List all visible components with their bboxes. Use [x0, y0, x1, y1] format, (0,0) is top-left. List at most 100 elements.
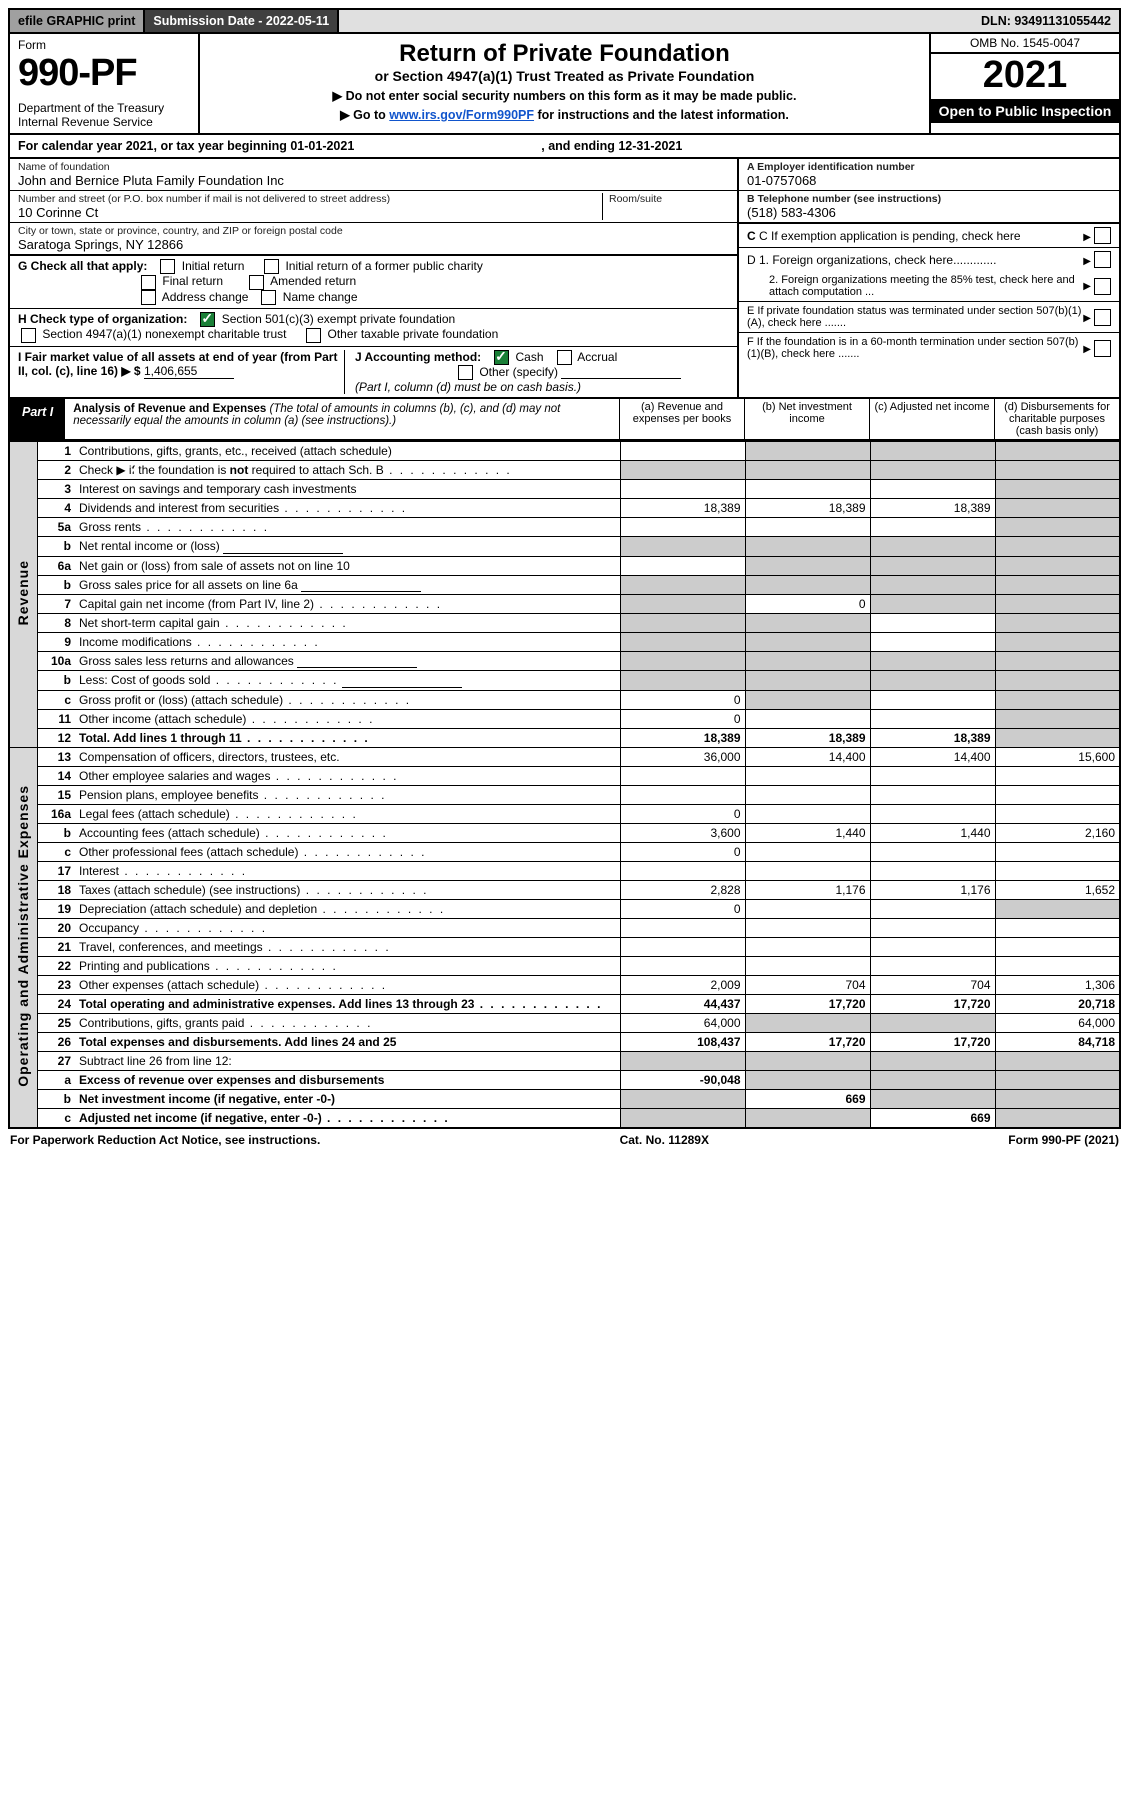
part-i-header: Part I Analysis of Revenue and Expenses … — [8, 399, 1121, 441]
value-cell — [745, 651, 870, 670]
line-desc: Contributions, gifts, grants, etc., rece… — [75, 442, 620, 461]
value-cell — [870, 842, 995, 861]
value-cell — [995, 728, 1120, 747]
d1-checkbox[interactable] — [1094, 251, 1111, 268]
street-address: 10 Corinne Ct — [18, 205, 602, 220]
value-cell: 15,600 — [995, 747, 1120, 766]
g-name-change-checkbox[interactable] — [261, 290, 276, 305]
value-cell — [995, 766, 1120, 785]
j-other-checkbox[interactable] — [458, 365, 473, 380]
tel-value: (518) 583-4306 — [747, 205, 1111, 220]
line-desc: Net investment income (if negative, ente… — [75, 1089, 620, 1108]
form-header: Form 990-PF Department of the Treasury I… — [8, 34, 1121, 135]
j-cash-checkbox[interactable] — [494, 350, 509, 365]
value-cell — [995, 937, 1120, 956]
table-row: 15Pension plans, employee benefits — [9, 785, 1120, 804]
value-cell — [995, 1108, 1120, 1128]
value-cell: 64,000 — [620, 1013, 745, 1032]
top-bar: efile GRAPHIC print Submission Date - 20… — [8, 8, 1121, 34]
value-cell: 18,389 — [870, 728, 995, 747]
tax-year: 2021 — [931, 54, 1119, 99]
h-501c3-checkbox[interactable] — [200, 312, 215, 327]
table-row: 19Depreciation (attach schedule) and dep… — [9, 899, 1120, 918]
value-cell — [995, 842, 1120, 861]
value-cell — [995, 461, 1120, 480]
line-number: 22 — [37, 956, 75, 975]
value-cell — [620, 785, 745, 804]
line-number: c — [37, 690, 75, 709]
value-cell — [745, 537, 870, 556]
value-cell — [870, 899, 995, 918]
line-desc: Net short-term capital gain — [75, 613, 620, 632]
g-final-return-checkbox[interactable] — [141, 275, 156, 290]
c-label: C If exemption application is pending, c… — [759, 229, 1021, 243]
line-number: 11 — [37, 709, 75, 728]
c-checkbox[interactable] — [1094, 227, 1111, 244]
g-amended-checkbox[interactable] — [249, 275, 264, 290]
e-label: E If private foundation status was termi… — [747, 305, 1083, 329]
h-other-taxable-checkbox[interactable] — [306, 328, 321, 343]
table-row: 5aGross rents — [9, 518, 1120, 537]
value-cell — [870, 518, 995, 537]
value-cell — [995, 594, 1120, 613]
j-accrual-checkbox[interactable] — [557, 350, 572, 365]
line-desc: Gross sales less returns and allowances — [75, 651, 620, 670]
line-desc: Other professional fees (attach schedule… — [75, 842, 620, 861]
value-cell — [995, 1051, 1120, 1070]
value-cell: 18,389 — [620, 728, 745, 747]
line-number: 27 — [37, 1051, 75, 1070]
d2-checkbox[interactable] — [1094, 278, 1111, 295]
value-cell — [620, 766, 745, 785]
side-label-ops: Operating and Administrative Expenses — [9, 747, 37, 1128]
open-public: Open to Public Inspection — [931, 99, 1119, 123]
name-label: Name of foundation — [18, 161, 729, 173]
form-link[interactable]: www.irs.gov/Form990PF — [389, 108, 534, 122]
value-cell — [745, 690, 870, 709]
value-cell: 0 — [620, 804, 745, 823]
value-cell: 0 — [620, 690, 745, 709]
value-cell: 0 — [620, 709, 745, 728]
g-address-change-checkbox[interactable] — [141, 290, 156, 305]
table-row: 8Net short-term capital gain — [9, 613, 1120, 632]
line-number: 19 — [37, 899, 75, 918]
line-desc: Check ▶ if the foundation is not require… — [75, 461, 620, 480]
line-number: 25 — [37, 1013, 75, 1032]
line-desc: Capital gain net income (from Part IV, l… — [75, 594, 620, 613]
line-number: b — [37, 1089, 75, 1108]
table-row: bAccounting fees (attach schedule)3,6001… — [9, 823, 1120, 842]
city-value: Saratoga Springs, NY 12866 — [18, 237, 729, 252]
line-number: 10a — [37, 651, 75, 670]
h-4947-checkbox[interactable] — [21, 328, 36, 343]
value-cell: 14,400 — [745, 747, 870, 766]
value-cell: 20,718 — [995, 994, 1120, 1013]
value-cell — [745, 461, 870, 480]
line-desc: Other employee salaries and wages — [75, 766, 620, 785]
f-checkbox[interactable] — [1094, 340, 1111, 357]
value-cell — [870, 594, 995, 613]
value-cell — [620, 480, 745, 499]
tel-label: B Telephone number (see instructions) — [747, 193, 941, 205]
table-row: 27Subtract line 26 from line 12: — [9, 1051, 1120, 1070]
value-cell — [620, 556, 745, 575]
value-cell — [995, 632, 1120, 651]
table-row: 3Interest on savings and temporary cash … — [9, 480, 1120, 499]
table-row: 10aGross sales less returns and allowanc… — [9, 651, 1120, 670]
table-row: 4Dividends and interest from securities1… — [9, 499, 1120, 518]
line-number: b — [37, 537, 75, 556]
value-cell — [620, 1089, 745, 1108]
dln-label: DLN: 93491131055442 — [973, 10, 1119, 32]
table-row: Operating and Administrative Expenses13C… — [9, 747, 1120, 766]
line-desc: Subtract line 26 from line 12: — [75, 1051, 620, 1070]
g-initial-return-checkbox[interactable] — [160, 259, 175, 274]
value-cell — [745, 518, 870, 537]
e-checkbox[interactable] — [1094, 309, 1111, 326]
line-desc: Total operating and administrative expen… — [75, 994, 620, 1013]
value-cell — [620, 575, 745, 594]
line-number: 2 — [37, 461, 75, 480]
value-cell — [745, 1108, 870, 1128]
value-cell — [870, 651, 995, 670]
value-cell: 18,389 — [620, 499, 745, 518]
g-initial-former-checkbox[interactable] — [264, 259, 279, 274]
value-cell — [995, 861, 1120, 880]
line-number: b — [37, 671, 75, 690]
